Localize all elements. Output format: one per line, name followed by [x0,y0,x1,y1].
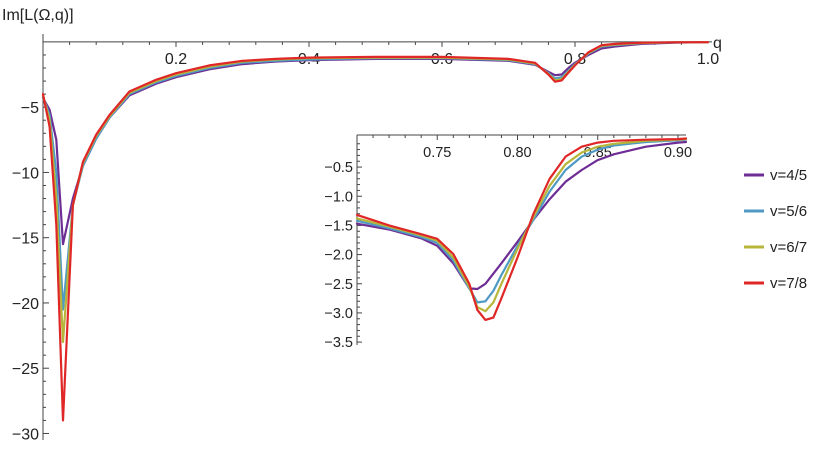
inset-y-tick-label: −0.5 [324,160,353,176]
series-line-main [41,41,710,422]
inset-y-tick-label: −2.0 [324,248,353,264]
series-line-inset [355,140,688,291]
legend-label: v=4/5 [770,167,807,184]
legend-label: v=5/6 [770,203,807,220]
main-chart: Im[L(Ω,q)]q0.2 0.4 0.6 0.8 1.0−5−10−15−20−25… [2,7,722,443]
inset-y-tick-label: −3.0 [324,306,353,322]
series-line-inset [355,138,688,304]
inset-x-tick-label: 0.80 [503,145,531,161]
y-tick-label: −25 [12,361,39,378]
inset-chart: 0.75 0.80 0.85 0.90−0.5−1.0−1.5−2.0−2.5−3.0… [324,134,692,351]
inset-x-tick-label: 0.90 [664,145,692,161]
x-tick-label: 1.0 [697,51,719,68]
x-tick-label: 0.8 [564,51,586,68]
inset-y-tick-label: −1.0 [324,189,353,205]
inset-x-tick-label: 0.75 [423,145,451,161]
inset-y-tick-label: −2.5 [324,277,353,293]
legend-label: v=6/7 [770,239,807,256]
inset-y-tick-label: −1.5 [324,218,353,234]
x-tick-label: 0.2 [165,51,187,68]
x-axis-title: q [713,35,722,52]
y-tick-label: −30 [12,426,39,443]
legend-label: v=7/8 [770,275,807,292]
y-tick-label: −10 [12,165,39,182]
y-tick-label: −20 [12,296,39,313]
y-tick-label: −5 [21,100,39,117]
series-line-inset [355,137,688,321]
series-line-inset [355,138,688,313]
inset-y-tick-label: −3.5 [324,335,353,351]
y-axis-title: Im[L(Ω,q)] [2,7,74,24]
legend: v=4/5 v=5/6 v=6/7 v=7/8 [744,167,807,292]
y-tick-label: −15 [12,231,39,248]
